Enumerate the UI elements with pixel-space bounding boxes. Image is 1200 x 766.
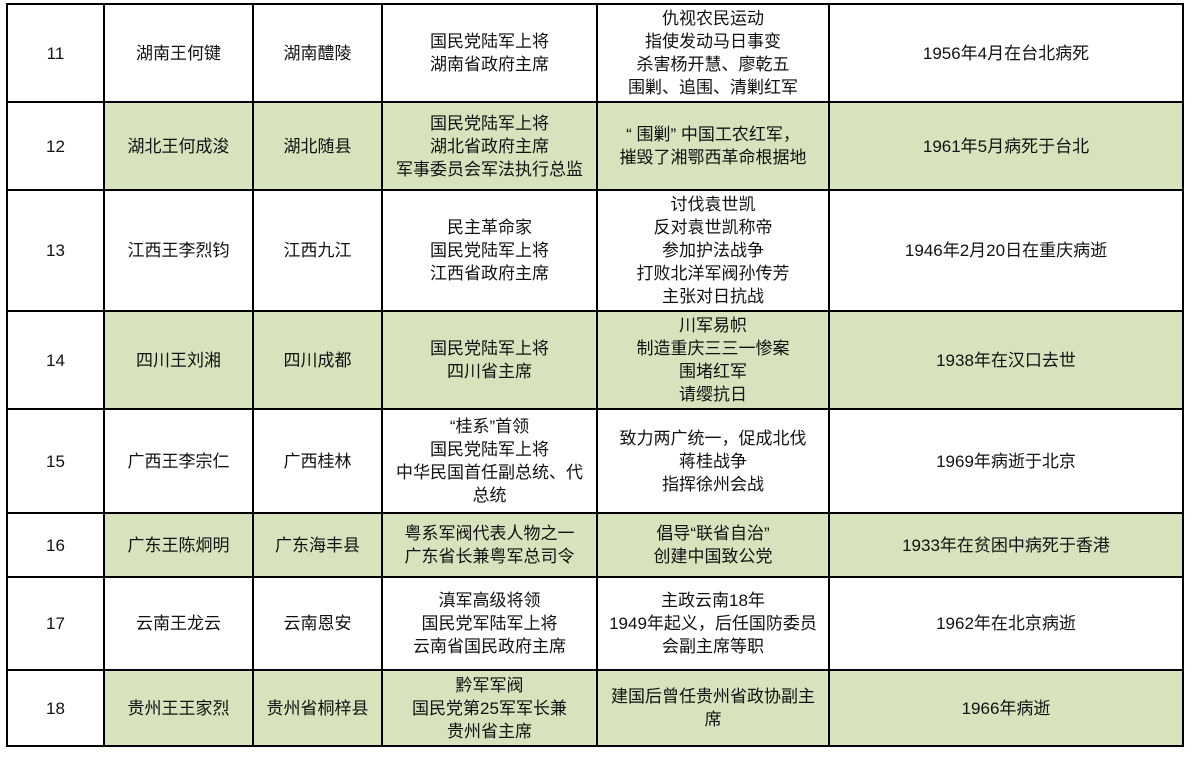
row-number-cell: 15 — [6, 408, 105, 514]
death-cell: 1933年在贫困中病死于香港 — [828, 512, 1184, 578]
deeds-cell: 主政云南18年 1949年起义，后任国防委员 会副主席等职 — [596, 576, 830, 671]
birthplace-cell: 广西桂林 — [252, 408, 383, 514]
death-cell: 1962年在北京病逝 — [828, 576, 1184, 671]
titles-cell: 滇军高级将领 国民党军陆军上将 云南省国民政府主席 — [381, 576, 598, 671]
warlords-table: 11 湖南王何键 湖南醴陵 国民党陆军上将 湖南省政府主席 仇视农民运动 指使发动马日事… — [6, 3, 1184, 747]
birthplace-cell: 云南恩安 — [252, 576, 383, 671]
deeds-cell: 讨伐袁世凯 反对袁世凯称帝 参加护法战争 打败北洋军阀孙传芳 主张对日抗战 — [596, 189, 830, 312]
death-cell: 1946年2月20日在重庆病逝 — [828, 189, 1184, 312]
table-row: 11 湖南王何键 湖南醴陵 国民党陆军上将 湖南省政府主席 仇视农民运动 指使发动马日事… — [6, 3, 1184, 103]
titles-cell: 国民党陆军上将 四川省主席 — [381, 310, 598, 410]
death-cell: 1966年病逝 — [828, 669, 1184, 747]
table-body: 11 湖南王何键 湖南醴陵 国民党陆军上将 湖南省政府主席 仇视农民运动 指使发动马日事… — [6, 3, 1184, 747]
warlord-name-cell: 贵州王王家烈 — [103, 669, 254, 747]
titles-cell: 民主革命家 国民党陆军上将 江西省政府主席 — [381, 189, 598, 312]
row-number-cell: 18 — [6, 669, 105, 747]
deeds-cell: 川军易帜 制造重庆三三一惨案 围堵红军 请缨抗日 — [596, 310, 830, 410]
death-cell: 1969年病逝于北京 — [828, 408, 1184, 514]
deeds-cell: 致力两广统一，促成北伐 蒋桂战争 指挥徐州会战 — [596, 408, 830, 514]
deeds-cell: “ 围剿” 中国工农红军， 摧毁了湘鄂西革命根据地 — [596, 101, 830, 191]
table-row: 13 江西王李烈钧 江西九江 民主革命家 国民党陆军上将 江西省政府主席 讨伐袁世凯 反… — [6, 189, 1184, 312]
row-number-cell: 16 — [6, 512, 105, 578]
table-row: 18 贵州王王家烈 贵州省桐梓县 黔军军阀 国民党第25军军长兼 贵州省主席 建国后曾任… — [6, 669, 1184, 747]
birthplace-cell: 贵州省桐梓县 — [252, 669, 383, 747]
death-cell: 1938年在汉口去世 — [828, 310, 1184, 410]
death-cell: 1961年5月病死于台北 — [828, 101, 1184, 191]
birthplace-cell: 湖北随县 — [252, 101, 383, 191]
table-row: 15 广西王李宗仁 广西桂林 “桂系”首领 国民党陆军上将 中华民国首任副总统、代 总… — [6, 408, 1184, 514]
death-cell: 1956年4月在台北病死 — [828, 3, 1184, 103]
warlord-name-cell: 云南王龙云 — [103, 576, 254, 671]
deeds-cell: 倡导“联省自治” 创建中国致公党 — [596, 512, 830, 578]
titles-cell: 国民党陆军上将 湖北省政府主席 军事委员会军法执行总监 — [381, 101, 598, 191]
warlord-name-cell: 广东王陈炯明 — [103, 512, 254, 578]
titles-cell: 粤系军阀代表人物之一 广东省长兼粤军总司令 — [381, 512, 598, 578]
warlord-name-cell: 湖北王何成浚 — [103, 101, 254, 191]
row-number-cell: 11 — [6, 3, 105, 103]
titles-cell: “桂系”首领 国民党陆军上将 中华民国首任副总统、代 总统 — [381, 408, 598, 514]
birthplace-cell: 广东海丰县 — [252, 512, 383, 578]
birthplace-cell: 江西九江 — [252, 189, 383, 312]
table-row: 14 四川王刘湘 四川成都 国民党陆军上将 四川省主席 川军易帜 制造重庆三三一惨案 围… — [6, 310, 1184, 410]
table-row: 16 广东王陈炯明 广东海丰县 粤系军阀代表人物之一 广东省长兼粤军总司令 倡导“联省自… — [6, 512, 1184, 578]
birthplace-cell: 四川成都 — [252, 310, 383, 410]
row-number-cell: 13 — [6, 189, 105, 312]
row-number-cell: 12 — [6, 101, 105, 191]
table-row: 17 云南王龙云 云南恩安 滇军高级将领 国民党军陆军上将 云南省国民政府主席 主政云南… — [6, 576, 1184, 671]
titles-cell: 国民党陆军上将 湖南省政府主席 — [381, 3, 598, 103]
table-row: 12 湖北王何成浚 湖北随县 国民党陆军上将 湖北省政府主席 军事委员会军法执行总监 “… — [6, 101, 1184, 191]
warlord-name-cell: 江西王李烈钧 — [103, 189, 254, 312]
warlord-name-cell: 广西王李宗仁 — [103, 408, 254, 514]
row-number-cell: 17 — [6, 576, 105, 671]
birthplace-cell: 湖南醴陵 — [252, 3, 383, 103]
deeds-cell: 仇视农民运动 指使发动马日事变 杀害杨开慧、廖乾五 围剿、追围、清剿红军 — [596, 3, 830, 103]
deeds-cell: 建国后曾任贵州省政协副主 席 — [596, 669, 830, 747]
row-number-cell: 14 — [6, 310, 105, 410]
warlord-name-cell: 四川王刘湘 — [103, 310, 254, 410]
titles-cell: 黔军军阀 国民党第25军军长兼 贵州省主席 — [381, 669, 598, 747]
warlord-name-cell: 湖南王何键 — [103, 3, 254, 103]
